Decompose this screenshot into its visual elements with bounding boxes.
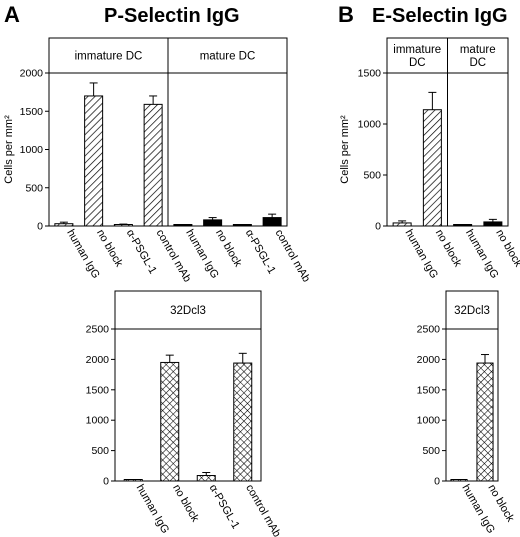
bar xyxy=(196,475,216,482)
category-label: no block xyxy=(433,228,464,270)
panel-title-b: E-Selectin IgG xyxy=(372,5,508,27)
y-tick-label: 1500 xyxy=(20,106,44,118)
y-tick-label: 1500 xyxy=(86,384,110,396)
bar xyxy=(476,362,494,482)
y-tick-label: 2000 xyxy=(417,354,441,366)
y-tick-label: 1000 xyxy=(417,415,441,427)
y-tick-label: 500 xyxy=(363,170,381,182)
panel-letter-b: B xyxy=(338,2,354,27)
category-label: no block xyxy=(94,228,125,270)
bar xyxy=(160,361,180,482)
y-tick-label: 500 xyxy=(25,182,43,194)
panel-title-a: P-Selectin IgG xyxy=(104,5,240,27)
category-label: control mAb xyxy=(273,228,313,285)
category-label: α-PSGL-1 xyxy=(207,483,242,532)
bar xyxy=(143,103,163,227)
y-tick-label: 500 xyxy=(91,445,109,457)
bar xyxy=(123,479,143,482)
category-label: no block xyxy=(213,228,244,270)
category-label: human IgG xyxy=(134,483,172,536)
group-header-label: mature DC xyxy=(200,51,256,63)
group-header-label: 32Dcl3 xyxy=(454,305,490,317)
category-label: no block xyxy=(170,483,201,525)
y-tick-label: 0 xyxy=(103,476,109,488)
y-tick-label: 0 xyxy=(37,221,43,233)
y-tick-label: 2000 xyxy=(20,68,44,80)
group-header-label: mature xyxy=(460,44,496,56)
bar xyxy=(392,222,412,227)
category-label: α-PSGL-1 xyxy=(243,228,278,277)
category-label: control mAb xyxy=(243,483,283,537)
panel-letter-a: A xyxy=(4,2,20,27)
y-tick-label: 2500 xyxy=(417,324,441,336)
y-axis-label: Cells per mm² xyxy=(339,115,351,184)
plot-frame xyxy=(114,290,262,482)
chart-p-selectin-dc: 0 500 1000 1500 2000 Cells per mm² immature DC… xyxy=(3,37,313,285)
y-tick-label: 1000 xyxy=(20,144,44,156)
category-label: no block xyxy=(493,228,520,270)
y-axis-label: Cells per mm² xyxy=(3,115,15,184)
y-tick-label: 2000 xyxy=(86,354,110,366)
bar xyxy=(54,223,74,227)
y-tick-label: 0 xyxy=(434,476,440,488)
bar xyxy=(483,221,503,227)
y-tick-label: 2500 xyxy=(86,324,110,336)
bar xyxy=(262,217,282,227)
y-tick-label: 1000 xyxy=(86,415,110,427)
y-tick-label: 0 xyxy=(375,221,381,233)
category-label: α-PSGL-1 xyxy=(124,228,159,277)
bar xyxy=(450,479,468,482)
y-tick-label: 1000 xyxy=(358,119,382,131)
y-tick-label: 1500 xyxy=(417,384,441,396)
bar xyxy=(422,109,442,227)
y-tick-label: 1500 xyxy=(358,68,382,80)
plot-frame xyxy=(445,290,499,482)
y-tick-label: 500 xyxy=(422,445,440,457)
group-header-label: DC xyxy=(469,57,486,69)
bar xyxy=(84,95,104,227)
group-header-label: DC xyxy=(409,57,426,69)
group-header-label: 32Dcl3 xyxy=(170,305,206,317)
bar xyxy=(203,219,223,227)
bar xyxy=(233,362,253,482)
group-header-label: immature DC xyxy=(75,51,143,63)
group-header-label: immature xyxy=(393,44,441,56)
